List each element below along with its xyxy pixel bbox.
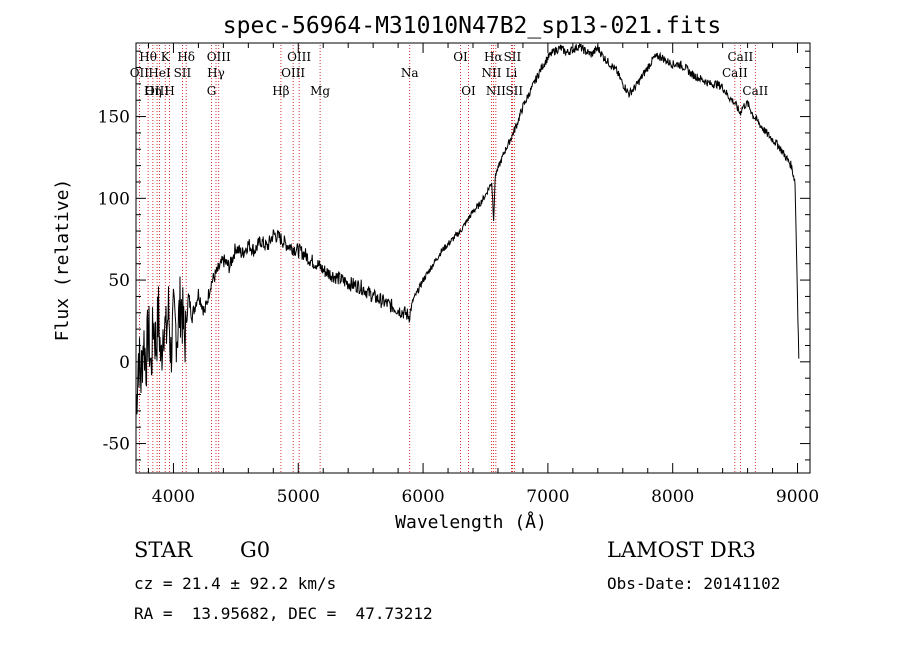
line-label-19: Hα xyxy=(484,50,503,64)
line-markers xyxy=(138,45,756,473)
line-label-0: Hθ xyxy=(139,50,157,64)
line-label-15: Mg xyxy=(310,84,330,98)
coordinates: RA = 13.95682, DEC = 47.73212 xyxy=(134,604,433,623)
line-label-2: OIII xyxy=(145,84,169,98)
line-label-8: Hδ xyxy=(177,50,195,64)
x-tick-label: 9000 xyxy=(776,487,819,507)
line-label-13: OIII xyxy=(281,66,305,80)
x-tick-label: 8000 xyxy=(651,487,694,507)
x-tick-label: 7000 xyxy=(526,487,569,507)
line-label-14: Hβ xyxy=(272,84,289,98)
line-label-4: HeI xyxy=(148,66,171,80)
line-label-23: NII xyxy=(486,84,506,98)
line-label-22: Li xyxy=(506,66,518,80)
x-tick-label: 5000 xyxy=(277,487,320,507)
survey-label: LAMOST DR3 xyxy=(607,538,756,562)
line-label-25: CaII xyxy=(727,50,753,64)
line-label-27: CaII xyxy=(742,84,768,98)
line-label-17: OI xyxy=(453,50,468,64)
line-label-3: K xyxy=(161,50,171,64)
subclass-label: G0 xyxy=(240,538,271,562)
line-label-21: NII xyxy=(481,66,501,80)
line-label-6: SII xyxy=(174,66,192,80)
line-label-16: Na xyxy=(401,66,419,80)
spectrum-line xyxy=(135,43,800,415)
x-tick-label: 4000 xyxy=(152,487,195,507)
axis-tick-labels: 4000 5000 6000 7000 8000 9000 -50 0 50 100 150 xyxy=(98,108,820,507)
line-label-1: OII xyxy=(130,66,150,80)
line-label-26: CaII xyxy=(722,66,748,80)
x-axis-label: Wavelength (Å) xyxy=(395,511,547,533)
y-tick-label: 150 xyxy=(98,108,130,128)
chart-title: spec-56964-M31010N47B2_sp13-021.fits xyxy=(223,13,722,39)
y-tick-label: 100 xyxy=(98,189,130,209)
line-label-10: Hγ xyxy=(207,66,225,80)
x-tick-label: 6000 xyxy=(401,487,444,507)
line-label-5: Hη xyxy=(144,84,162,98)
line-label-12: OIII xyxy=(287,50,311,64)
y-tick-label: -50 xyxy=(103,435,130,455)
y-tick-label: 0 xyxy=(119,353,130,373)
obs-date: Obs-Date: 20141102 xyxy=(607,574,781,593)
line-label-11: G xyxy=(207,84,217,98)
line-label-24: SII xyxy=(505,84,523,98)
class-label: STAR xyxy=(134,538,193,562)
axis-ticks xyxy=(136,43,810,473)
line-label-9: OIII xyxy=(207,50,231,64)
cz-value: cz = 21.4 ± 92.2 km/s xyxy=(134,574,337,593)
line-label-18: OI xyxy=(461,84,476,98)
line-label-7: H xyxy=(164,84,174,98)
plot-frame xyxy=(135,42,811,474)
y-tick-label: 50 xyxy=(108,271,130,291)
line-label-20: SII xyxy=(504,50,522,64)
y-axis-label: Flux (relative) xyxy=(52,179,73,342)
